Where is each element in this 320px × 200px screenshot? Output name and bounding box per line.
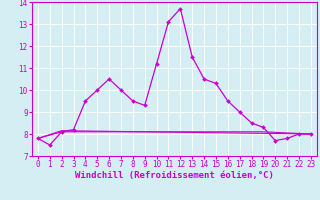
X-axis label: Windchill (Refroidissement éolien,°C): Windchill (Refroidissement éolien,°C) <box>75 171 274 180</box>
